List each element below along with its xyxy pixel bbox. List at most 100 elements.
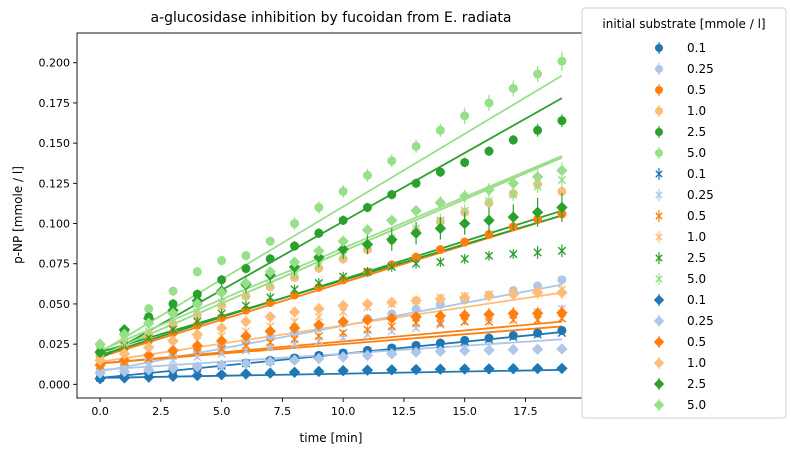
legend-label: 1.0 — [687, 356, 706, 370]
data-point — [483, 290, 495, 302]
data-point — [557, 56, 567, 66]
legend-label: 0.1 — [687, 41, 706, 55]
legend-marker — [655, 191, 663, 199]
data-point — [533, 248, 542, 257]
data-point — [557, 186, 567, 196]
data-point — [458, 309, 471, 321]
data-point — [507, 288, 519, 300]
data-point — [507, 363, 519, 375]
data-point — [361, 224, 374, 236]
legend-label: 5.0 — [687, 146, 706, 160]
data-point — [508, 135, 518, 145]
legend-label: 0.5 — [687, 83, 706, 97]
data-point — [266, 338, 275, 347]
legend-marker — [655, 86, 663, 94]
legend-frame — [581, 7, 787, 419]
x-axis: 0.0 2.5 5.0 7.5 10.0 12.5 15.0 17.5 — [91, 398, 538, 418]
legend-entry: 5.0 — [655, 272, 706, 286]
data-point — [168, 317, 178, 326]
legend-entry: 0.5 — [655, 83, 706, 97]
data-point — [363, 267, 372, 276]
data-point — [167, 362, 179, 374]
data-point — [193, 317, 202, 326]
y-tick-label: 0.000 — [39, 378, 71, 391]
legend-entry: 0.1 — [653, 293, 706, 307]
data-point — [314, 331, 324, 341]
data-point — [288, 366, 301, 378]
data-point — [167, 344, 179, 357]
legend-label: 0.25 — [687, 188, 714, 202]
legend-marker — [653, 399, 665, 411]
data-point — [264, 325, 276, 337]
y-tick-label: 0.075 — [39, 258, 71, 271]
data-point — [387, 322, 396, 331]
data-point — [266, 280, 275, 289]
series-14 — [94, 304, 568, 371]
data-point — [557, 175, 567, 185]
data-point — [557, 325, 567, 335]
data-point — [361, 364, 374, 376]
data-point — [290, 285, 299, 294]
data-point — [143, 317, 155, 329]
legend-label: 2.5 — [687, 251, 706, 265]
series-15 — [94, 286, 568, 366]
data-point — [288, 322, 301, 334]
data-point — [507, 307, 519, 320]
data-point — [313, 303, 325, 315]
data-point — [337, 364, 349, 377]
y-tick-label: 0.100 — [39, 218, 71, 231]
data-point — [484, 335, 494, 344]
data-point — [167, 335, 179, 347]
data-point — [434, 310, 447, 322]
data-point — [507, 177, 519, 190]
data-point — [94, 346, 106, 358]
data-point — [484, 317, 494, 326]
data-point — [193, 307, 202, 317]
legend: initial substrate [mmole / l] 0.1 0.25 0.5… — [581, 7, 787, 419]
legend-label: 0.5 — [687, 209, 706, 223]
data-point — [118, 354, 131, 366]
y-tick-label: 0.125 — [39, 177, 71, 190]
data-point — [338, 272, 348, 281]
legend-label: 5.0 — [687, 272, 706, 286]
legend-marker — [653, 357, 665, 369]
legend-marker — [655, 275, 663, 283]
fit-line-13 — [100, 338, 562, 371]
data-point — [483, 344, 495, 356]
data-point — [557, 328, 567, 338]
data-point — [217, 309, 226, 318]
data-point — [143, 341, 155, 354]
data-point — [217, 298, 226, 307]
data-point — [167, 307, 179, 320]
plot-area — [94, 51, 568, 385]
data-point — [144, 327, 153, 336]
data-point — [435, 245, 445, 255]
legend-entries: 0.1 0.25 0.5 1.0 2.5 5.0 0.1 0.25 0.5 1.0 2.5 5.0 0.… — [653, 41, 714, 412]
data-point — [313, 319, 325, 331]
data-point — [144, 333, 153, 342]
data-point — [386, 312, 398, 325]
data-point — [191, 369, 204, 382]
data-point — [338, 215, 348, 225]
data-point — [313, 352, 325, 365]
legend-entry: 0.5 — [655, 209, 706, 223]
data-point — [458, 291, 471, 304]
y-tick-label: 0.175 — [39, 97, 71, 110]
legend-entry: 2.5 — [655, 125, 706, 139]
data-point — [484, 98, 494, 108]
legend-entry: 5.0 — [655, 146, 706, 160]
data-point — [193, 347, 202, 357]
data-point — [557, 246, 567, 256]
data-point — [217, 256, 227, 266]
fit-line-5 — [99, 74, 563, 353]
data-point — [215, 359, 228, 371]
data-point — [192, 267, 202, 277]
legend-entry: 2.5 — [655, 251, 706, 265]
data-point — [266, 293, 275, 302]
legend-entry: 0.1 — [655, 41, 706, 55]
data-point — [118, 365, 131, 378]
data-point — [215, 335, 228, 347]
data-point — [314, 278, 324, 288]
data-point — [556, 201, 568, 214]
data-point — [240, 315, 252, 328]
